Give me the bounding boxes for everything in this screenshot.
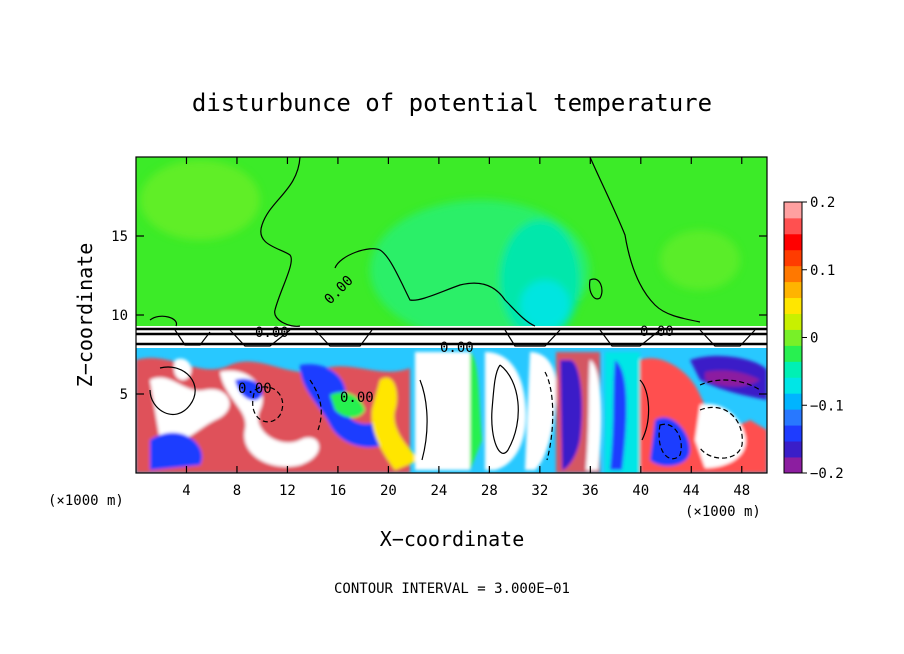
colorbar: [783, 201, 803, 474]
colorbar-swatch: [784, 409, 802, 426]
colorbar-swatch: [784, 249, 802, 267]
x-tick-label: 48: [733, 483, 750, 499]
colorbar-swatch: [784, 313, 802, 330]
contour-label: 0.00: [238, 381, 272, 397]
y-tick-label: 5: [120, 387, 128, 403]
x-tick-label: 20: [380, 483, 397, 499]
x-tick-label: 8: [233, 483, 241, 499]
plot-area: [136, 157, 767, 473]
x-tick-label: 40: [632, 483, 649, 499]
x-axis: 4 8 12 16 20 24 28 32 36 40 44 48: [182, 157, 750, 499]
contour-label: 0.00: [440, 340, 474, 356]
colorbar-swatch: [784, 297, 802, 314]
x-tick-label: 28: [481, 483, 498, 499]
contour-lines: [149, 157, 761, 461]
colorbar-swatch: [784, 217, 802, 235]
colorbar-swatch: [784, 393, 802, 410]
contour-interval-note: CONTOUR INTERVAL = 3.000E−01: [334, 581, 570, 597]
y-tick-label: 10: [111, 308, 128, 324]
colorbar-swatch: [784, 457, 802, 474]
y-axis: 5 10 15: [111, 229, 767, 403]
y-tick-label: 15: [111, 229, 128, 245]
contour-label: 0.00: [255, 325, 289, 341]
colorbar-swatch: [784, 281, 802, 299]
chart-title: disturbunce of potential temperature: [192, 89, 712, 117]
colorbar-tick-label: −0.1: [810, 398, 844, 414]
colorbar-swatch: [784, 202, 802, 219]
x-tick-label: 36: [582, 483, 599, 499]
colorbar-swatch: [784, 441, 802, 458]
colorbar-swatch: [784, 233, 802, 251]
colorbar-swatch: [784, 265, 802, 283]
x-tick-label: 24: [430, 483, 447, 499]
colorbar-tick-label: 0.2: [810, 195, 835, 211]
contour-label: 0.00: [640, 324, 674, 340]
contour-label-group: 0.00 0.00 0.00 0.00 0.00 0.00: [238, 273, 674, 406]
x-tick-label: 44: [683, 483, 700, 499]
x-tick-label: 32: [531, 483, 548, 499]
contour-label: 0.00: [340, 390, 374, 406]
colorbar-tick-label: 0: [810, 331, 818, 347]
colorbar-swatch: [784, 377, 802, 394]
x-tick-label: 12: [279, 483, 296, 499]
colorbar-swatch: [784, 329, 802, 346]
colorbar-axis: 0.2 0.1 0 −0.1 −0.2: [802, 195, 844, 482]
colorbar-swatch: [784, 345, 802, 362]
x-axis-title: X−coordinate: [380, 527, 525, 551]
x-unit-left: (×1000 m): [48, 493, 124, 509]
y-axis-title: Z−coordinate: [73, 243, 97, 388]
x-tick-label: 4: [182, 483, 190, 499]
colorbar-tick-label: −0.2: [810, 466, 844, 482]
colorbar-tick-label: 0.1: [810, 263, 835, 279]
colorbar-swatch: [784, 361, 802, 378]
x-tick-label: 16: [329, 483, 346, 499]
x-unit-right: (×1000 m): [685, 504, 761, 520]
colorbar-swatch: [784, 425, 802, 442]
